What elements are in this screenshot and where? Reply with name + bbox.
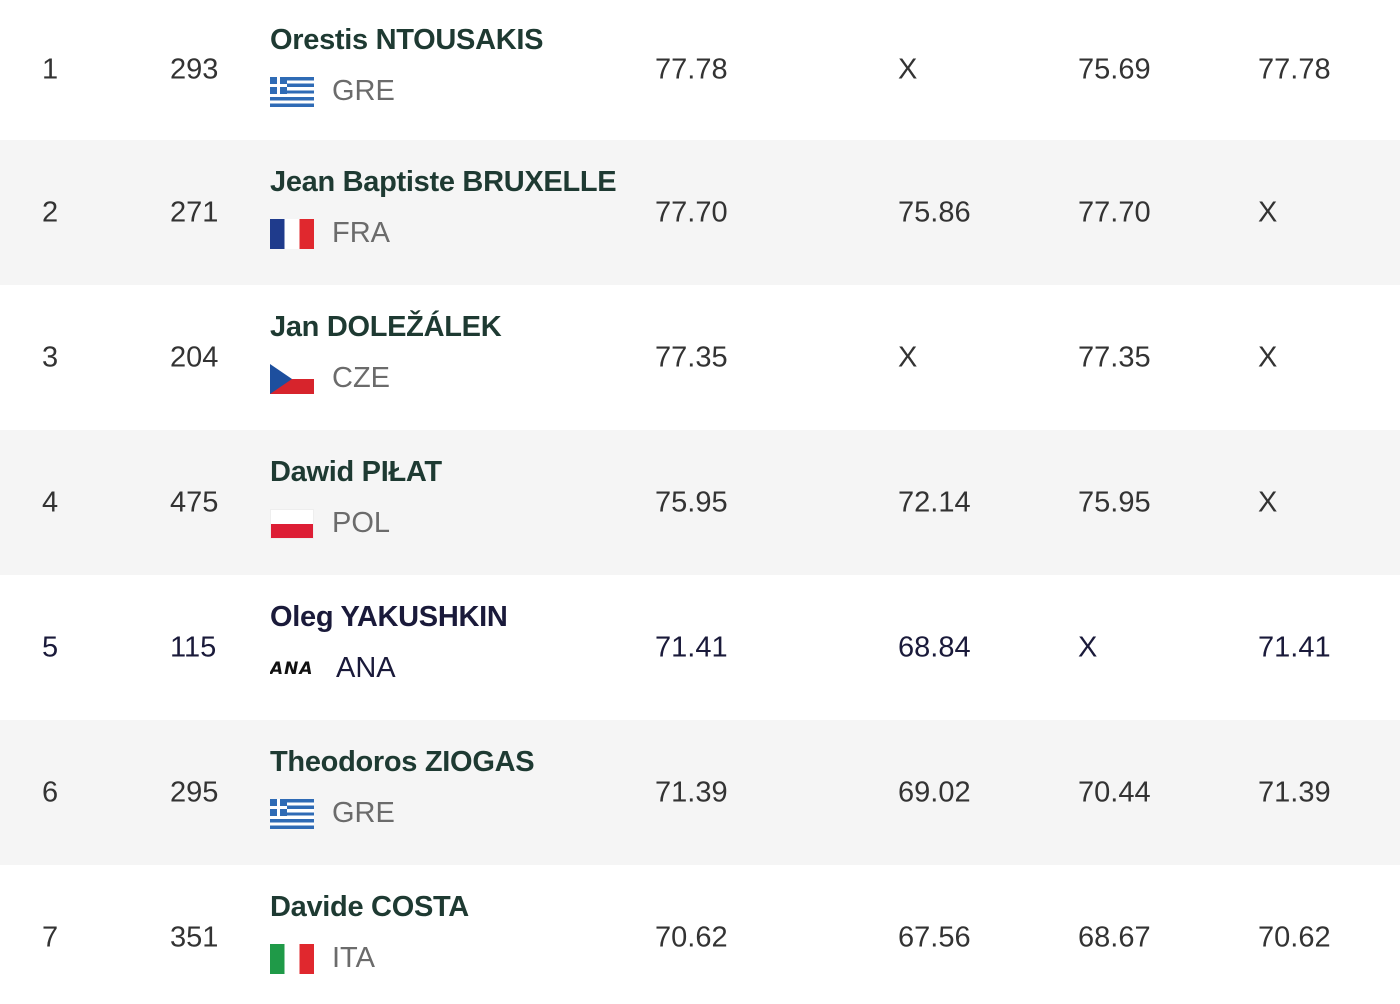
attempt-1-cell: 70.62 bbox=[655, 921, 728, 953]
table-row: 6 295 Theodoros ZIOGAS GRE 71.39 69.02 7… bbox=[0, 720, 1400, 865]
italy-flag-icon bbox=[270, 943, 314, 974]
rank-cell: 7 bbox=[42, 921, 59, 953]
country-code: GRE bbox=[332, 75, 395, 107]
attempt-3-cell: 77.70 bbox=[1078, 196, 1151, 228]
rank-cell: 3 bbox=[42, 341, 59, 373]
attempt-1-cell: 77.78 bbox=[655, 53, 728, 86]
france-flag-icon bbox=[270, 218, 314, 249]
bib-cell: 115 bbox=[170, 631, 217, 663]
attempt-1-cell: 77.70 bbox=[655, 196, 728, 228]
attempt-3-cell: 75.69 bbox=[1078, 53, 1151, 86]
athlete-cell: Jan DOLEŽÁLEK CZE bbox=[270, 311, 502, 395]
attempt-4-cell: 70.62 bbox=[1258, 921, 1331, 953]
attempt-1-cell: 71.41 bbox=[655, 631, 728, 663]
attempt-2-cell: 69.02 bbox=[898, 776, 971, 808]
attempt-4-cell: 71.41 bbox=[1258, 631, 1331, 663]
athlete-name-link[interactable]: Orestis NTOUSAKIS bbox=[270, 24, 544, 56]
bib-cell: 475 bbox=[170, 486, 219, 518]
country: GRE bbox=[270, 75, 543, 108]
athlete-name-link[interactable]: Dawid PIŁAT bbox=[270, 456, 442, 488]
attempt-2-cell: 68.84 bbox=[898, 631, 971, 663]
attempt-3-cell: 68.67 bbox=[1078, 921, 1151, 953]
attempt-3-cell: X bbox=[1078, 631, 1098, 663]
athlete-name-link[interactable]: Oleg YAKUSHKIN bbox=[270, 601, 508, 633]
rank-cell: 4 bbox=[42, 486, 59, 518]
country-code: CZE bbox=[332, 362, 390, 394]
bib-cell: 204 bbox=[170, 341, 219, 373]
attempt-4-cell: X bbox=[1258, 196, 1278, 228]
country-code: GRE bbox=[332, 797, 395, 829]
attempt-3-cell: 70.44 bbox=[1078, 776, 1151, 808]
bib-cell: 293 bbox=[170, 53, 219, 86]
table-row: 2 271 Jean Baptiste BRUXELLE FRA 77.70 7… bbox=[0, 140, 1400, 285]
attempt-1-cell: 77.35 bbox=[655, 341, 728, 373]
country: CZE bbox=[270, 362, 501, 395]
attempt-2-cell: 75.86 bbox=[898, 196, 971, 228]
country-code: FRA bbox=[332, 217, 390, 249]
bib-cell: 295 bbox=[170, 776, 219, 808]
attempt-4-cell: 77.78 bbox=[1258, 53, 1331, 86]
country-code: POL bbox=[332, 507, 391, 539]
athlete-name-link[interactable]: Jean Baptiste BRUXELLE bbox=[270, 166, 617, 198]
athlete-cell: Davide COSTA ITA bbox=[270, 891, 469, 975]
attempt-4-cell: X bbox=[1258, 486, 1278, 518]
athlete-name-link[interactable]: Jan DOLEŽÁLEK bbox=[270, 311, 502, 343]
bib-cell: 351 bbox=[170, 921, 219, 953]
rank-cell: 1 bbox=[42, 53, 59, 86]
attempt-4-cell: X bbox=[1258, 341, 1278, 373]
rank-cell: 6 bbox=[42, 776, 59, 808]
country: GRE bbox=[270, 797, 534, 830]
athlete-name-link[interactable]: Davide COSTA bbox=[270, 891, 469, 923]
attempt-4-cell: 71.39 bbox=[1258, 776, 1331, 808]
country: POL bbox=[270, 507, 442, 540]
country: ITA bbox=[270, 942, 469, 975]
attempt-3-cell: 77.35 bbox=[1078, 341, 1151, 373]
bib-cell: 271 bbox=[170, 196, 219, 228]
athlete-cell: Jean Baptiste BRUXELLE FRA bbox=[270, 166, 617, 250]
attempt-2-cell: 72.14 bbox=[898, 486, 971, 518]
athlete-name-link[interactable]: Theodoros ZIOGAS bbox=[270, 746, 535, 778]
attempt-1-cell: 75.95 bbox=[655, 486, 728, 518]
athlete-cell: Theodoros ZIOGAS GRE bbox=[270, 746, 535, 830]
table-row: 4 475 Dawid PIŁAT POL 75.95 72.14 75.95 … bbox=[0, 430, 1400, 575]
czechia-flag-icon bbox=[270, 363, 314, 394]
country: ANA ANA bbox=[270, 652, 508, 685]
attempt-1-cell: 71.39 bbox=[655, 776, 728, 808]
athlete-cell: Oleg YAKUSHKIN ANA ANA bbox=[270, 601, 508, 685]
greece-flag-icon bbox=[270, 798, 314, 829]
rank-cell: 2 bbox=[42, 196, 59, 228]
ana-logo-icon: ANA bbox=[270, 658, 314, 679]
country: FRA bbox=[270, 217, 616, 250]
poland-flag-icon bbox=[270, 508, 314, 539]
country-code: ANA bbox=[336, 652, 396, 684]
attempt-2-cell: X bbox=[898, 53, 918, 86]
athlete-cell: Dawid PIŁAT POL bbox=[270, 456, 442, 540]
rank-cell: 5 bbox=[42, 631, 59, 663]
attempt-3-cell: 75.95 bbox=[1078, 486, 1151, 518]
table-row: 3 204 Jan DOLEŽÁLEK CZE 77.35 X 77.35 X bbox=[0, 285, 1400, 430]
attempt-2-cell: X bbox=[898, 341, 918, 373]
table-row: 7 351 Davide COSTA ITA 70.62 67.56 68.67… bbox=[0, 865, 1400, 1004]
attempt-2-cell: 67.56 bbox=[898, 921, 971, 953]
greece-flag-icon bbox=[270, 76, 314, 107]
athlete-cell: Orestis NTOUSAKIS GRE bbox=[270, 24, 543, 108]
table-row: 5 115 Oleg YAKUSHKIN ANA ANA 71.41 68.84… bbox=[0, 575, 1400, 720]
table-row: 1 293 Orestis NTOUSAKIS GRE 77.78 X 75.6… bbox=[0, 0, 1400, 140]
country-code: ITA bbox=[332, 942, 375, 974]
